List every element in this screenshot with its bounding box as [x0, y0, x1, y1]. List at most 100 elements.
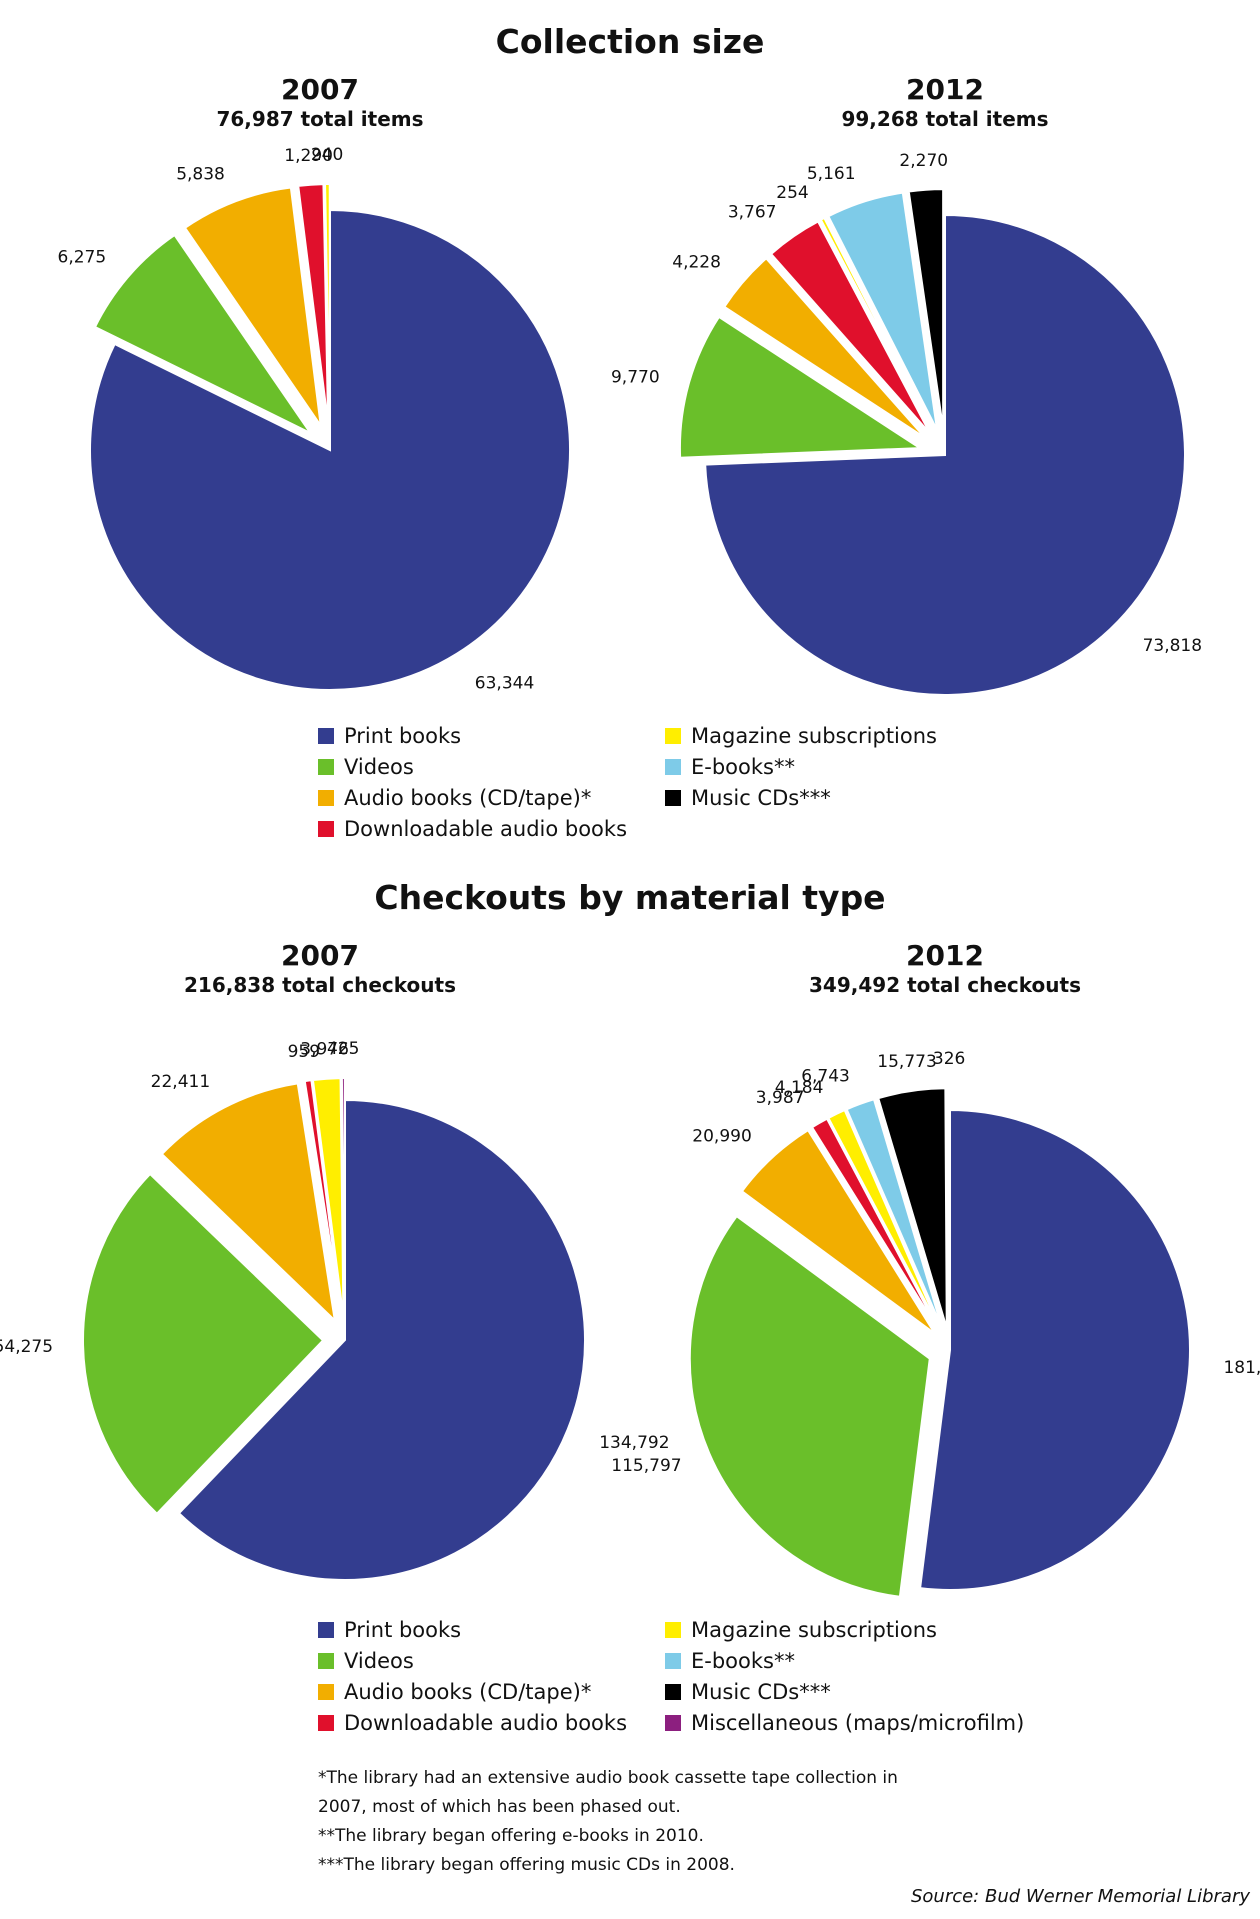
legend-item-downloadable: Downloadable audio books: [318, 1707, 627, 1738]
chart-heading-collection-2007: 2007 76,987 total items: [100, 74, 540, 132]
swatch-audio-books: [318, 789, 334, 806]
legend-item-music: Music CDs***: [665, 782, 937, 813]
legend-item-magazines: Magazine subscriptions: [665, 1614, 1024, 1645]
pie-slice-print-books: [704, 213, 1186, 696]
slice-value-label: 73,818: [1143, 636, 1202, 656]
legend-label: Downloadable audio books: [344, 816, 628, 841]
pie-slice-magazine-subscriptions: [827, 1108, 942, 1331]
swatch-audio-books: [318, 1683, 334, 1700]
legend-collection-left: Print books Videos Audio books (CD/tape)…: [318, 720, 627, 844]
pie-slice-print-books: [177, 1098, 586, 1581]
slice-value-label: 3,767: [728, 203, 777, 223]
legend-label: Print books: [344, 723, 462, 748]
pie-slice-audio-books-cd-tape: [722, 256, 927, 439]
slice-value-label: 4,184: [775, 1078, 824, 1098]
chart-total: 216,838 total checkouts: [184, 973, 456, 997]
pie-slice-audio-books-cd-tape: [183, 186, 322, 427]
legend-item-ebooks: E-books**: [665, 751, 937, 782]
pie-slice-e-books: [827, 191, 939, 431]
legend-item-audio-books: Audio books (CD/tape)*: [318, 1676, 627, 1707]
slice-value-label: 15,773: [877, 1052, 936, 1072]
chart-total: 76,987 total items: [216, 107, 424, 131]
chart-year: 2007: [281, 73, 359, 106]
chart-total: 99,268 total items: [841, 107, 1049, 131]
footnote: 2007, most of which has been phased out.: [318, 1797, 681, 1817]
collection-title: Collection size: [495, 22, 765, 61]
pie-slice-videos: [688, 1214, 931, 1598]
slice-value-label: 425: [327, 1039, 359, 1059]
slice-value-label: 2,270: [899, 151, 948, 171]
pie-slice-music-cds: [877, 1087, 948, 1329]
slice-value-label: 240: [311, 145, 343, 165]
chart-heading-collection-2012: 2012 99,268 total items: [725, 74, 1165, 132]
footnote: *The library had an extensive audio book…: [318, 1768, 898, 1788]
swatch-videos: [318, 1652, 334, 1669]
slice-value-label: 20,990: [692, 1127, 751, 1147]
slice-value-label: 9,770: [611, 367, 660, 387]
swatch-downloadable: [318, 820, 334, 837]
legend-label: Magazine subscriptions: [691, 723, 937, 748]
pie-slice-videos: [678, 315, 924, 459]
swatch-magazines: [665, 727, 681, 744]
pie-slice-e-books: [845, 1098, 944, 1330]
legend-label: Music CDs***: [691, 1679, 831, 1704]
pie-slice-magazine-subscriptions: [324, 183, 331, 425]
slice-value-label: 181,692: [1223, 1358, 1260, 1378]
legend-label: Miscellaneous (maps/microfilm): [691, 1710, 1025, 1735]
swatch-downloadable: [318, 1714, 334, 1731]
source-credit: Source: Bud Werner Memorial Library: [910, 1886, 1250, 1907]
pie-slice-magazine-subscriptions: [819, 216, 934, 433]
swatch-magazines: [665, 1621, 681, 1638]
slice-value-label: 6,743: [801, 1067, 850, 1087]
legend-item-magazines: Magazine subscriptions: [665, 720, 937, 751]
swatch-ebooks: [665, 1652, 681, 1669]
legend-label: Audio books (CD/tape)*: [344, 785, 592, 810]
pie-slice-videos: [93, 233, 314, 436]
footnote: **The library began offering e-books in …: [318, 1826, 704, 1846]
pie-slice-videos: [82, 1172, 325, 1516]
legend-item-audio-books: Audio books (CD/tape)*: [318, 782, 627, 813]
chart-year: 2007: [281, 939, 359, 972]
slice-value-label: 326: [933, 1049, 965, 1069]
slice-value-label: 6,275: [58, 247, 107, 267]
swatch-ebooks: [665, 758, 681, 775]
pie-slice-audio-books-cd-tape: [160, 1082, 337, 1324]
slice-value-label: 4,228: [672, 253, 721, 273]
pie-slice-downloadable-audio-books: [769, 220, 932, 435]
slice-value-label: 54,275: [0, 1337, 53, 1357]
slice-value-label: 115,797: [611, 1456, 681, 1476]
slice-value-label: 63,344: [475, 674, 534, 694]
footnote: ***The library began offering music CDs …: [318, 1855, 735, 1875]
legend-checkouts-left: Print books Videos Audio books (CD/tape)…: [318, 1614, 627, 1738]
chart-year: 2012: [906, 73, 984, 106]
slice-value-label: 3,987: [756, 1088, 805, 1108]
legend-label: Audio books (CD/tape)*: [344, 1679, 592, 1704]
legend-label: Music CDs***: [691, 785, 831, 810]
pie-slice-miscellaneous-maps-microfilm: [947, 1086, 951, 1329]
legend-item-ebooks: E-books**: [665, 1645, 1024, 1676]
pie-slice-downloadable-audio-books: [297, 183, 330, 425]
pie-slice-downloadable-audio-books: [810, 1117, 940, 1332]
pie-slice-magazine-subscriptions: [311, 1077, 345, 1319]
slice-value-label: 254: [776, 183, 808, 203]
slice-value-label: 5,838: [176, 164, 225, 184]
slice-value-label: 22,411: [151, 1072, 210, 1092]
legend-label: Print books: [344, 1617, 462, 1642]
swatch-print-books: [318, 1621, 334, 1638]
legend-label: E-books**: [691, 754, 795, 779]
legend-item-videos: Videos: [318, 751, 627, 782]
slice-value-label: 959: [288, 1042, 320, 1062]
slice-value-label: 134,792: [599, 1433, 669, 1453]
legend-item-print-books: Print books: [318, 720, 627, 751]
legend-item-print-books: Print books: [318, 1614, 627, 1645]
swatch-misc: [665, 1714, 681, 1731]
pie-slice-downloadable-audio-books: [303, 1079, 343, 1319]
swatch-music: [665, 1683, 681, 1700]
pie-slice-audio-books-cd-tape: [740, 1128, 936, 1335]
swatch-videos: [318, 758, 334, 775]
pie-slice-print-books: [918, 1108, 1191, 1591]
